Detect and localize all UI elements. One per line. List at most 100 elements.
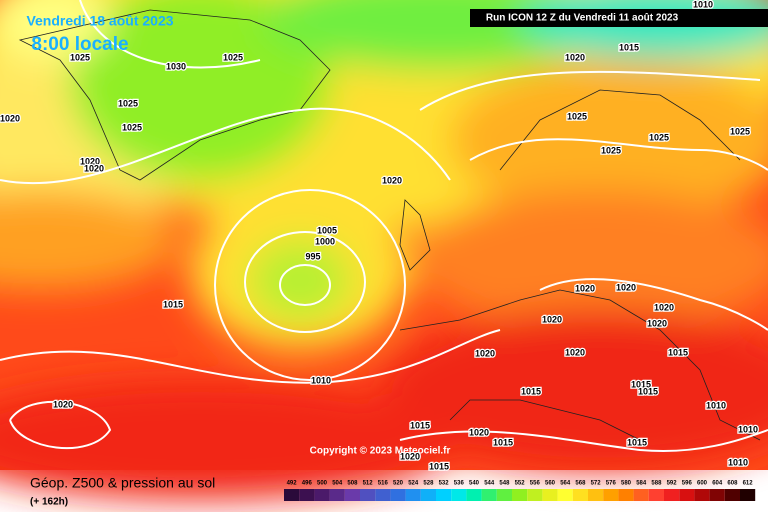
scale-label: 564: [560, 481, 571, 487]
scale-label: 512: [363, 481, 374, 487]
isobar-label: 1025: [601, 145, 621, 155]
isobar-label: 1015: [638, 386, 658, 396]
scale-label: 540: [469, 481, 480, 487]
scale-swatch: [572, 489, 588, 501]
scale-label: 572: [591, 481, 602, 487]
scale-label: 548: [499, 481, 510, 487]
run-info: Run ICON 12 Z du Vendredi 11 août 2023: [486, 13, 679, 24]
scale-label: 608: [727, 481, 738, 487]
scale-swatch: [329, 489, 345, 501]
scale-swatch: [299, 489, 315, 501]
isobar-label: 1020: [647, 318, 667, 328]
scale-swatch: [679, 489, 695, 501]
scale-label: 544: [484, 481, 495, 487]
isobar-label: 1025: [730, 126, 750, 136]
scale-swatch: [451, 489, 467, 501]
scale-label: 492: [287, 481, 298, 487]
isobar-label: 1020: [400, 451, 420, 461]
scale-swatch: [664, 489, 680, 501]
scale-swatch: [724, 489, 740, 501]
isobar-label: 1015: [627, 437, 647, 447]
isobar-label: 1020: [565, 52, 585, 62]
isobar-label: 1020: [469, 427, 489, 437]
scale-label: 588: [651, 481, 662, 487]
scale-label: 584: [636, 481, 647, 487]
isobar-label: 1015: [619, 42, 639, 52]
scale-swatch: [512, 489, 528, 501]
scale-swatch: [618, 489, 634, 501]
scale-label: 532: [439, 481, 450, 487]
scale-label: 524: [408, 481, 419, 487]
isobar-label: 1020: [575, 283, 595, 293]
isobar-label: 1015: [429, 461, 449, 471]
scale-swatch: [436, 489, 452, 501]
isobar-label: 1020: [654, 302, 674, 312]
color-scale: 492 496 500 504 508 512 516 520 524 528 532 536 540 5…: [284, 481, 756, 501]
scale-label: 596: [682, 481, 693, 487]
isobar-label: 1010: [693, 0, 713, 9]
run-box: [470, 9, 768, 27]
isobar-label: 1015: [631, 379, 651, 389]
scale-swatch: [709, 489, 725, 501]
scale-swatch: [542, 489, 558, 501]
forecast-time: 8:00 locale: [31, 34, 128, 55]
copyright: Copyright © 2023 Meteociel.fr: [310, 446, 451, 457]
isobar-label: 1030: [166, 61, 186, 71]
isobar-label: 1025: [567, 111, 587, 121]
scale-label: 612: [743, 481, 754, 487]
isobar-label: 1020: [80, 156, 100, 166]
scale-label: 604: [712, 481, 723, 487]
scale-label: 536: [454, 481, 465, 487]
scale-label: 576: [606, 481, 617, 487]
footer-title: Géop. Z500 & pression au sol: [30, 475, 215, 491]
scale-swatch: [360, 489, 376, 501]
isobar-label: 1010: [728, 457, 748, 467]
scale-label: 516: [378, 481, 389, 487]
isobar-label: 1015: [410, 420, 430, 430]
isobar-label: 1020: [565, 347, 585, 357]
isobar-label: 1020: [542, 314, 562, 324]
scale-label: 508: [347, 481, 358, 487]
forecast-date: Vendredi 18 août 2023: [26, 13, 173, 29]
scale-swatch: [588, 489, 604, 501]
isobar-label: 1015: [163, 299, 183, 309]
isobar-label: 1025: [223, 52, 243, 62]
scale-label: 600: [697, 481, 708, 487]
scale-swatch: [694, 489, 710, 501]
scale-label: 560: [545, 481, 556, 487]
scale-swatch: [603, 489, 619, 501]
scale-swatch: [481, 489, 497, 501]
isobar-labels: 1025103010251025102510201020102010201005…: [0, 0, 759, 473]
isobar-label: 1025: [649, 132, 669, 142]
scale-label: 592: [667, 481, 678, 487]
map-field: [0, 0, 768, 500]
isobar-label: 1020: [53, 399, 73, 409]
isobar-label: 1025: [118, 98, 138, 108]
isobar-label: 1000: [315, 236, 335, 246]
isobar-label: 1010: [706, 400, 726, 410]
scale-swatch: [648, 489, 664, 501]
scale-label: 500: [317, 481, 328, 487]
scale-label: 568: [575, 481, 586, 487]
scale-swatch: [466, 489, 482, 501]
scale-swatch: [375, 489, 391, 501]
isobar-label: 1020: [616, 282, 636, 292]
scale-label: 556: [530, 481, 541, 487]
isobar-label: 1025: [70, 52, 90, 62]
scale-swatch: [740, 489, 756, 501]
isobar-label: 1020: [0, 113, 20, 123]
isobar-label: 1015: [668, 347, 688, 357]
scale-swatch: [284, 489, 300, 501]
isobar-label: 1010: [311, 375, 331, 385]
scale-swatch: [527, 489, 543, 501]
scale-swatch: [557, 489, 573, 501]
scale-label: 552: [515, 481, 526, 487]
scale-label: 580: [621, 481, 632, 487]
isobar-label: 1020: [84, 163, 104, 173]
isobar-label: 1015: [493, 437, 513, 447]
scale-swatch: [633, 489, 649, 501]
footer-lead: (+ 162h): [30, 497, 68, 508]
scale-label: 528: [423, 481, 434, 487]
isobar-label: 1005: [317, 225, 337, 235]
